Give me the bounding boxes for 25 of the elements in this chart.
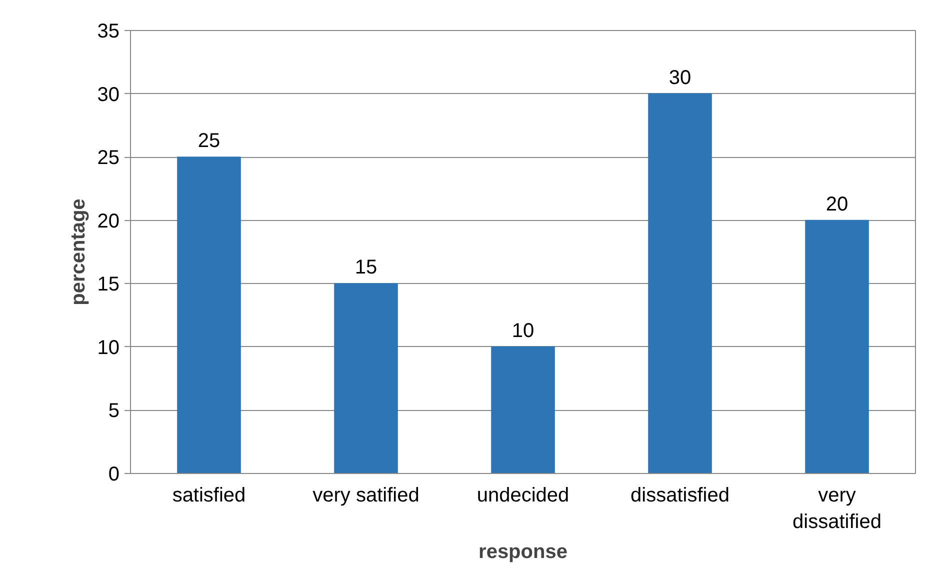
x-axis-title: response [478,540,568,563]
x-tick-label: satisfied [172,484,246,506]
y-axis-title: percentage [67,198,90,306]
data-label: 30 [668,66,692,89]
bar [648,93,712,474]
x-tick-label: very satified [312,484,420,506]
data-label: 20 [826,193,848,216]
y-tick-label: 0 [108,464,120,486]
data-label: 25 [198,130,220,152]
y-tick-label: 15 [97,274,120,296]
x-tick-label: undecided [476,484,570,506]
bar [805,220,869,474]
y-tick-label: 20 [97,210,120,232]
y-tick-label: 5 [108,400,120,422]
y-tick-label: 10 [97,336,120,359]
bar [177,156,241,474]
y-tick-label: 30 [97,84,120,106]
bar [491,346,555,474]
x-tick-label: dissatisfied [630,484,730,506]
bar [334,283,398,474]
x-tick-label: very dissatified [792,484,882,533]
data-label: 15 [354,256,378,279]
y-tick-label: 35 [97,20,120,42]
y-tick-label: 25 [97,147,120,170]
data-label: 10 [512,320,534,342]
